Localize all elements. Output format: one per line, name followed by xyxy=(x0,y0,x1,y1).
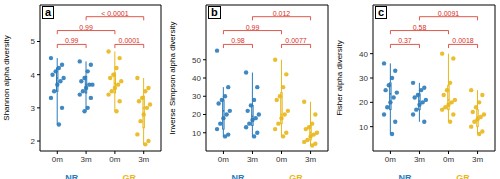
svg-text:0m: 0m xyxy=(385,155,396,164)
svg-text:0.0077: 0.0077 xyxy=(285,37,307,44)
svg-text:0.99: 0.99 xyxy=(246,24,260,31)
svg-text:0m: 0m xyxy=(52,155,63,164)
svg-text:NR: NR xyxy=(65,173,78,179)
svg-text:0.99: 0.99 xyxy=(65,37,79,44)
svg-text:20: 20 xyxy=(359,98,368,107)
svg-text:3m: 3m xyxy=(138,155,149,164)
svg-text:0.012: 0.012 xyxy=(273,10,291,17)
svg-text:3m: 3m xyxy=(414,155,425,164)
svg-text:40: 40 xyxy=(192,74,201,83)
svg-text:0.0001: 0.0001 xyxy=(119,37,141,44)
svg-text:3m: 3m xyxy=(472,155,483,164)
svg-text:GR: GR xyxy=(456,173,470,179)
svg-text:50: 50 xyxy=(192,56,201,65)
svg-text:4: 4 xyxy=(31,71,36,80)
svg-text:3m: 3m xyxy=(305,155,316,164)
svg-text:3m: 3m xyxy=(81,155,92,164)
svg-text:Inverse Simpson alpha diversit: Inverse Simpson alpha diversity xyxy=(168,22,177,135)
svg-text:0.58: 0.58 xyxy=(413,24,427,31)
svg-text:0.0018: 0.0018 xyxy=(452,37,474,44)
svg-text:Shannon alpha diversity: Shannon alpha diversity xyxy=(8,35,11,120)
svg-text:5: 5 xyxy=(31,37,36,46)
svg-text:0m: 0m xyxy=(276,155,287,164)
html-text:b: b xyxy=(211,6,218,18)
svg-text:30: 30 xyxy=(192,92,201,101)
svg-text:30: 30 xyxy=(359,74,368,83)
html-text:c: c xyxy=(378,6,385,18)
svg-text:0m: 0m xyxy=(218,155,229,164)
svg-text:0.37: 0.37 xyxy=(398,37,412,44)
svg-text:GR: GR xyxy=(123,173,137,179)
svg-text:0.98: 0.98 xyxy=(231,37,245,44)
svg-text:20: 20 xyxy=(192,110,201,119)
svg-text:3: 3 xyxy=(31,104,36,113)
svg-text:0.0091: 0.0091 xyxy=(438,10,460,17)
svg-text:0m: 0m xyxy=(109,155,120,164)
svg-text:< 0.0001: < 0.0001 xyxy=(101,10,129,17)
svg-text:2: 2 xyxy=(31,137,36,146)
svg-text:40: 40 xyxy=(359,50,368,59)
svg-text:GR: GR xyxy=(289,173,303,179)
svg-text:10: 10 xyxy=(359,123,368,132)
svg-text:0.99: 0.99 xyxy=(79,24,93,31)
svg-text:Fisher alpha diversity: Fisher alpha diversity xyxy=(335,40,344,116)
html-text:a: a xyxy=(45,6,52,18)
svg-text:0m: 0m xyxy=(443,155,454,164)
svg-text:3m: 3m xyxy=(247,155,258,164)
svg-text:NR: NR xyxy=(231,173,244,179)
svg-text:NR: NR xyxy=(398,173,411,179)
svg-text:10: 10 xyxy=(192,129,201,138)
